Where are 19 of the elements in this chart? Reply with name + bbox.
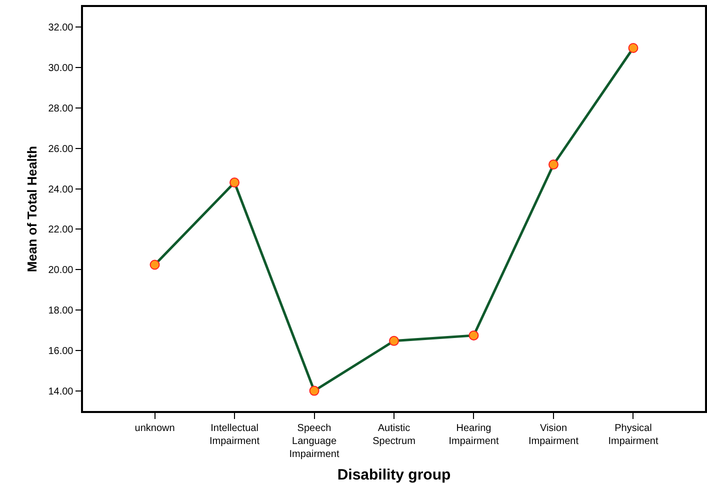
x-tick-label: Vision Impairment — [528, 422, 579, 447]
y-tick-label: 32.00 — [48, 22, 74, 34]
y-tick-label: 14.00 — [48, 386, 74, 398]
y-tick-label: 18.00 — [48, 306, 74, 316]
x-tick-label: Intellectual Impairment — [210, 422, 260, 447]
y-tick-label: 28.00 — [48, 104, 74, 114]
y-tick-label: 24.00 — [48, 184, 74, 196]
y-tick-label: 30.00 — [48, 63, 74, 74]
y-axis-title: Mean of Total Health — [24, 146, 40, 272]
y-tick-label: 16.00 — [48, 346, 74, 357]
y-tick-label: 26.00 — [48, 144, 74, 155]
x-axis-title: Disability group — [337, 466, 451, 484]
y-tick-label: 20.00 — [48, 265, 74, 276]
x-tick-label: Physical Impairment — [608, 422, 658, 447]
x-tick-label: Autistic Spectrum — [372, 422, 416, 447]
x-tick-label: unknown — [134, 422, 175, 434]
y-tick-label: 22.00 — [48, 224, 74, 236]
x-tick-label: Speech Language Impairment — [289, 422, 340, 460]
x-tick-label: Hearing Impairment — [448, 422, 499, 447]
